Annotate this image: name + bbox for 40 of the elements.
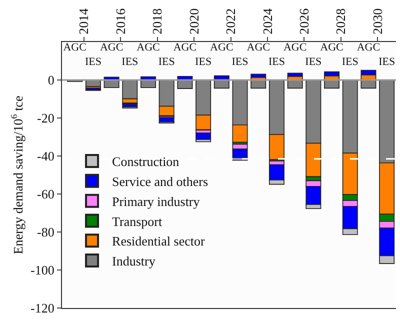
x2-tick-label: 2030 — [370, 8, 385, 34]
legend-label: Industry — [112, 254, 156, 269]
legend-label: Residential sector — [112, 234, 206, 249]
legend-label: Service and others — [112, 174, 208, 189]
x2-tick-label: 2026 — [296, 8, 312, 34]
x-tick-label: IES — [378, 56, 396, 68]
x-tick-label: AGC — [283, 42, 307, 54]
x-tick-label: IES — [195, 56, 212, 68]
x-tick-label: IES — [268, 56, 285, 68]
x2-tick-label: 2014 — [76, 8, 92, 34]
x-tick-label: AGC — [136, 42, 160, 54]
x-tick-label: IES — [342, 56, 358, 68]
x-tick-label: AGC — [356, 42, 380, 54]
x2-tick-label: 2018 — [150, 8, 165, 34]
x-tick-label: AGC — [63, 42, 86, 54]
legend-label: Construction — [112, 154, 180, 170]
y-tick-label: -40 — [37, 148, 54, 164]
x-tick-label: AGC — [320, 42, 344, 54]
x-tick-label: IES — [232, 56, 248, 68]
x-tick-label: IES — [84, 56, 102, 68]
x-tick-label: AGC — [100, 42, 124, 54]
y-tick-label: 0 — [48, 72, 54, 88]
x2-tick-label: 2024 — [260, 8, 275, 34]
x-tick-label: AGC — [210, 42, 234, 54]
x2-tick-label: 2020 — [186, 8, 202, 34]
x-tick-label: AGC — [246, 42, 270, 54]
x2-tick-label: 2028 — [333, 8, 348, 34]
y-tick-label: -20 — [37, 110, 54, 126]
x-tick-label: IES — [305, 56, 322, 68]
y-tick-label: -120 — [30, 300, 54, 316]
x-tick-label: IES — [122, 56, 138, 68]
x-tick-label: AGC — [173, 42, 197, 54]
legend-label: Transport — [112, 214, 162, 229]
x-tick-label: IES — [158, 56, 175, 68]
x2-tick-label: 2016 — [112, 8, 128, 34]
legend-label: Primary industry — [112, 194, 200, 209]
y-tick-label: -80 — [37, 224, 54, 240]
x2-tick-label: 2022 — [223, 8, 238, 34]
y-tick-label: -100 — [30, 262, 54, 278]
y-tick-label: -60 — [37, 186, 54, 202]
